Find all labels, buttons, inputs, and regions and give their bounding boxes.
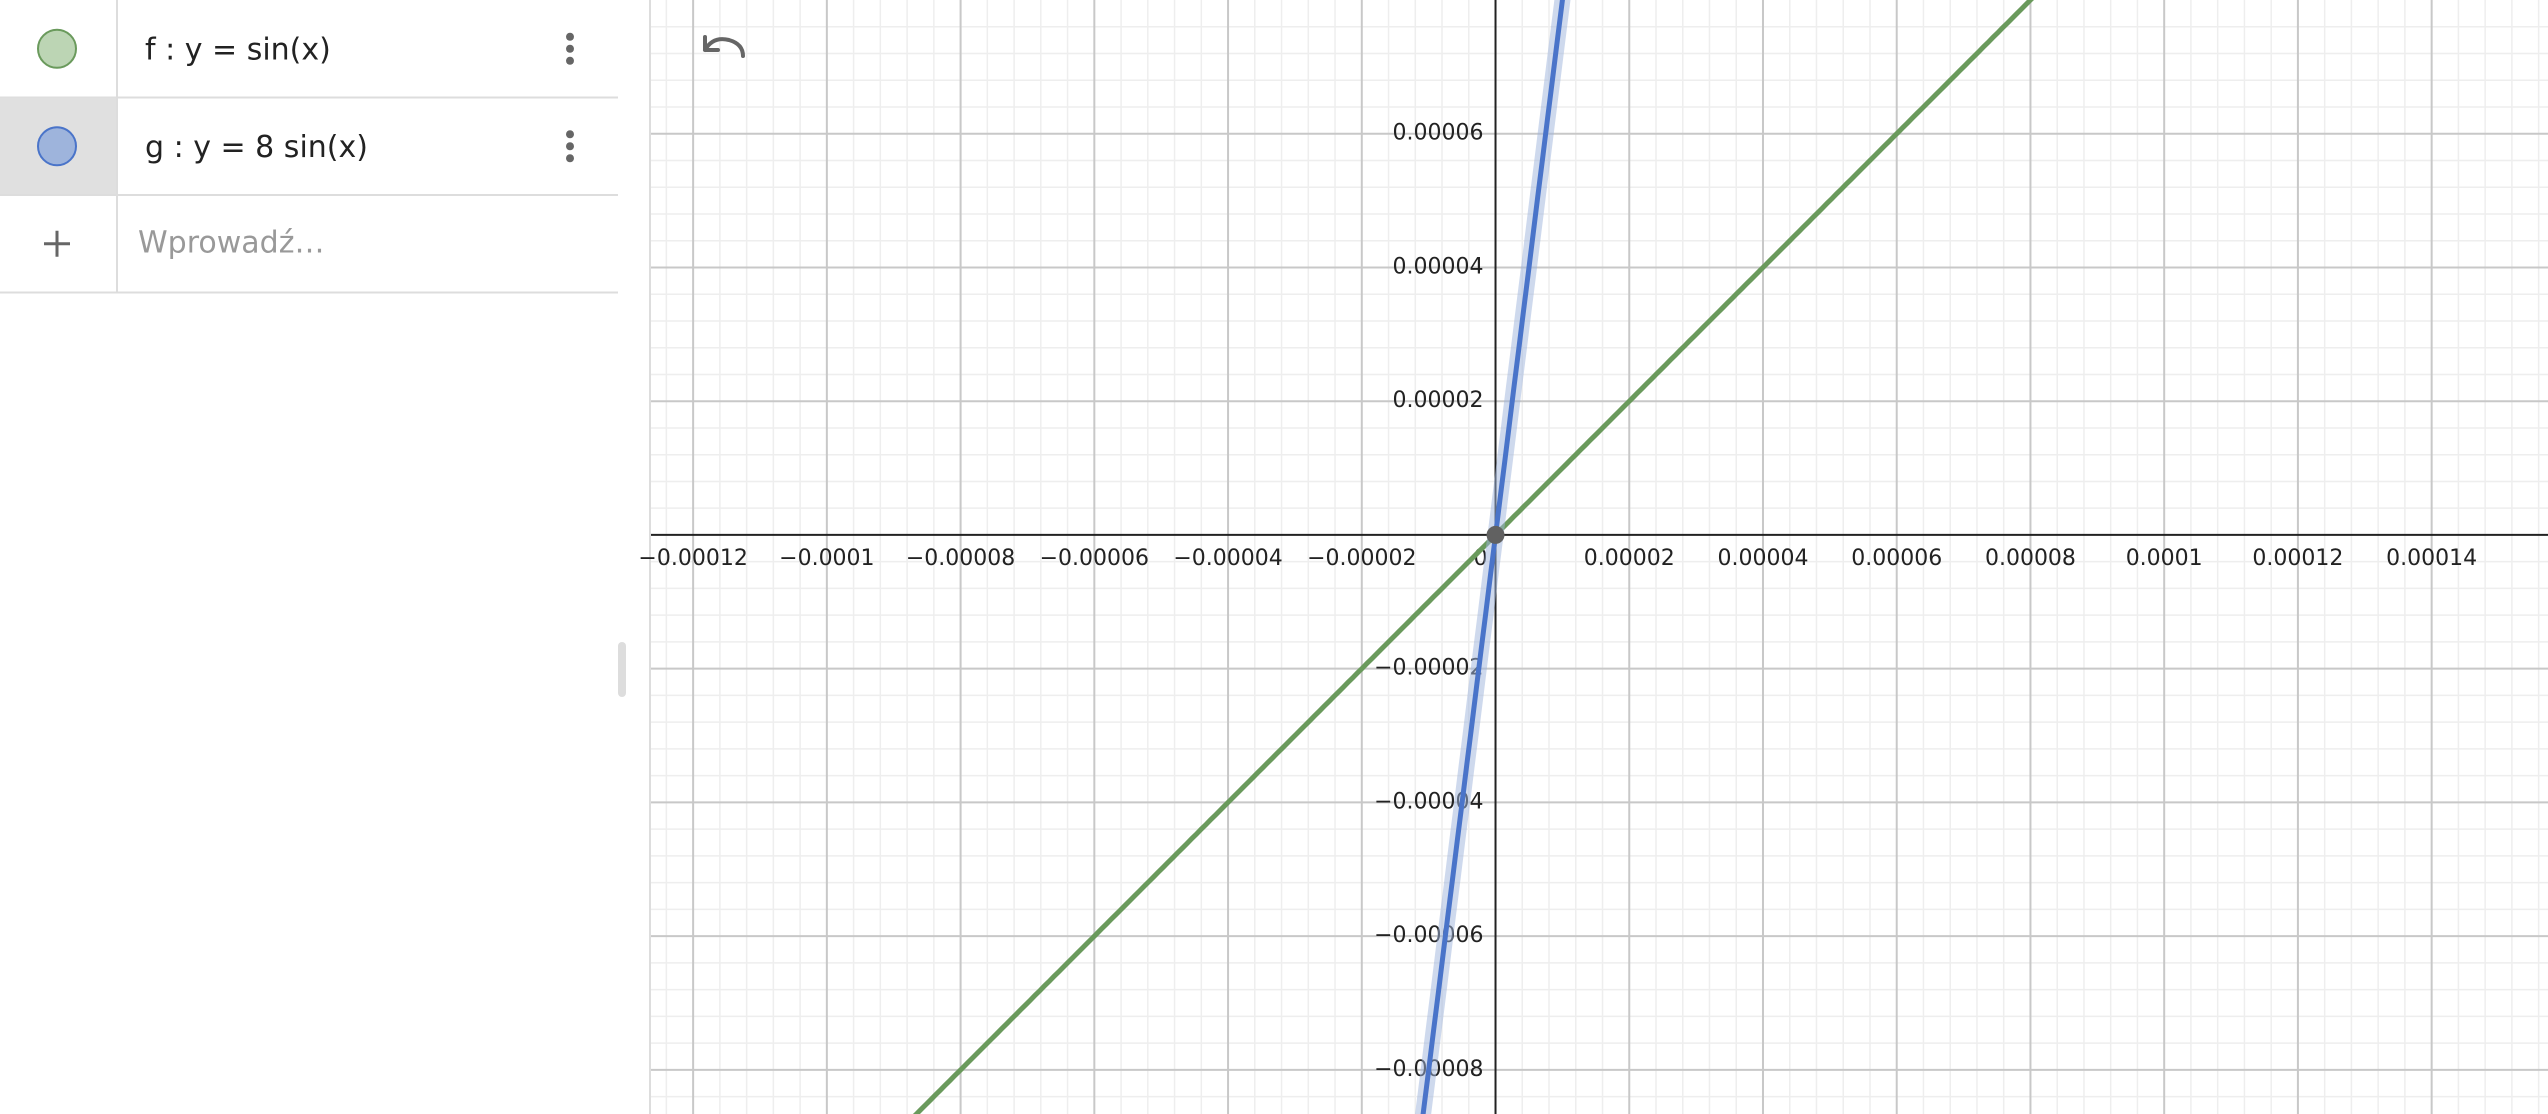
menu-dot[interactable] [566, 142, 574, 151]
input-placeholder[interactable]: Wprowadź… [138, 225, 324, 260]
x-tick-label: 0.00008 [1985, 546, 2076, 571]
x-tick-label: 0.00004 [1717, 546, 1808, 571]
menu-dot[interactable] [566, 56, 574, 65]
x-tick-label: −0.00002 [1307, 546, 1416, 571]
x-tick-label: 0.00002 [1584, 546, 1675, 571]
intersection-point[interactable] [1486, 525, 1505, 544]
expression[interactable]: g : y = 8 sin(x) [145, 130, 368, 165]
menu-dot[interactable] [566, 154, 574, 163]
x-tick-label: 0.00006 [1851, 546, 1942, 571]
x-tick-label: 0.0001 [2126, 546, 2203, 571]
menu-dot[interactable] [566, 32, 574, 41]
x-tick-label: 0.00014 [2386, 546, 2477, 571]
y-tick-label: −0.00006 [1374, 923, 1483, 948]
menu-dot[interactable] [566, 130, 574, 139]
y-tick-label: −0.00002 [1374, 656, 1483, 681]
x-tick-label: −0.00008 [906, 546, 1015, 571]
y-tick-label: 0.00004 [1393, 254, 1484, 279]
x-tick-label: −0.0001 [779, 546, 874, 571]
function-curve[interactable] [651, 0, 2548, 1114]
menu-dot[interactable] [566, 44, 574, 53]
visibility-toggle[interactable] [37, 126, 77, 167]
undo-button[interactable] [703, 35, 745, 58]
x-tick-label: −0.00006 [1040, 546, 1149, 571]
resize-handle[interactable] [618, 642, 626, 697]
x-tick-label: −0.00004 [1173, 546, 1282, 571]
x-tick-label: −0.00012 [638, 546, 747, 571]
y-tick-label: 0.00006 [1393, 121, 1484, 146]
x-tick-label: 0.00012 [2252, 546, 2343, 571]
visibility-toggle[interactable] [37, 28, 77, 69]
add-icon[interactable] [44, 230, 70, 257]
y-tick-label: 0.00002 [1393, 388, 1484, 413]
expression[interactable]: f : y = sin(x) [145, 32, 331, 67]
